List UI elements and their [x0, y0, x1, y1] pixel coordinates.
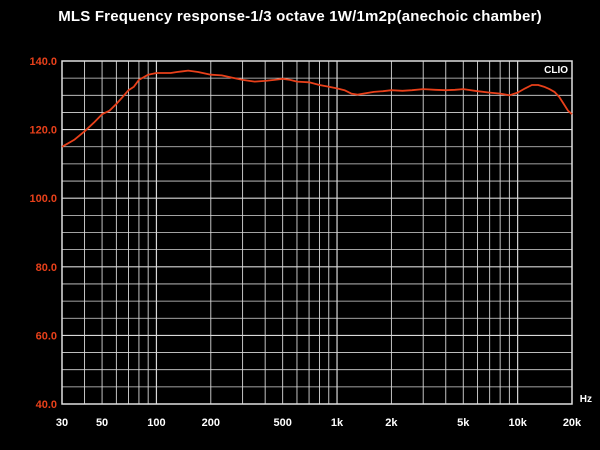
- x-tick-label: 200: [202, 417, 220, 429]
- grid-layer: [62, 61, 572, 404]
- x-tick-label: 10k: [508, 417, 527, 429]
- brand-label: CLIO: [544, 65, 568, 76]
- y-tick-label: 40.0: [36, 399, 57, 411]
- x-tick-label: 5k: [457, 417, 470, 429]
- x-tick-label: 100: [147, 417, 165, 429]
- x-tick-label: 30: [56, 417, 68, 429]
- x-tick-label: 2k: [385, 417, 398, 429]
- x-tick-label: 500: [273, 417, 291, 429]
- x-unit-label: Hz: [580, 394, 592, 405]
- x-tick-label: 50: [96, 417, 108, 429]
- y-tick-label: 60.0: [36, 330, 57, 342]
- y-tick-label: 140.0: [29, 56, 57, 68]
- x-tick-label: 20k: [563, 417, 582, 429]
- x-tick-labels: 30 50 100 200 500 1k 2k 5k 10k 20k: [56, 417, 582, 429]
- y-tick-label: 120.0: [29, 125, 57, 137]
- y-tick-label: 80.0: [36, 262, 57, 274]
- curve-layer: [61, 69, 573, 148]
- chart-title: MLS Frequency response-1/3 octave 1W/1m2…: [58, 8, 542, 25]
- response-curve: [61, 69, 573, 148]
- y-tick-label: 100.0: [29, 193, 57, 205]
- x-tick-label: 1k: [331, 417, 344, 429]
- y-tick-labels: 40.0 60.0 80.0 100.0 120.0 140.0: [29, 56, 57, 411]
- plot-frame: [61, 60, 573, 405]
